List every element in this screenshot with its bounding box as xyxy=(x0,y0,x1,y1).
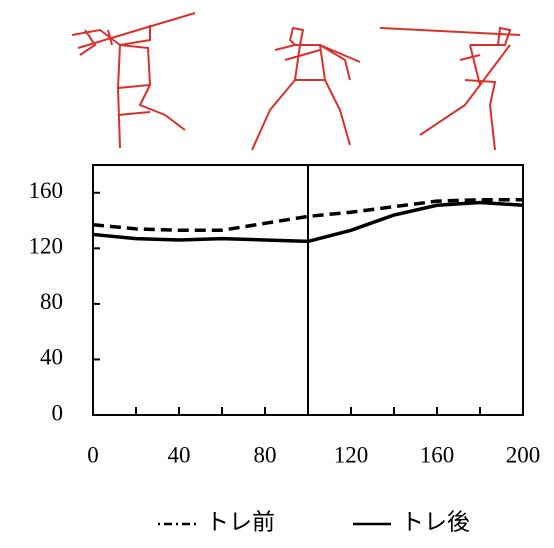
y-tick-label: 160 xyxy=(29,178,64,203)
x-tick-label: 0 xyxy=(87,442,99,467)
stick-figures xyxy=(72,13,520,150)
y-tick-label: 80 xyxy=(40,289,63,314)
x-tick-label: 120 xyxy=(334,442,369,467)
x-tick-label: 40 xyxy=(168,442,191,467)
y-tick-label: 0 xyxy=(52,400,64,425)
x-tick-label: 200 xyxy=(506,442,541,467)
chart: 0 40 80 120 160 0 40 80 120 160 200 トレ前 トレ後 xyxy=(0,0,554,543)
legend-label: トレ前 xyxy=(206,509,275,534)
x-tick-label: 160 xyxy=(420,442,455,467)
legend-label: トレ後 xyxy=(401,509,470,534)
y-tick-label: 120 xyxy=(29,234,64,259)
x-tick-label: 80 xyxy=(254,442,277,467)
y-tick-label: 40 xyxy=(40,345,63,370)
